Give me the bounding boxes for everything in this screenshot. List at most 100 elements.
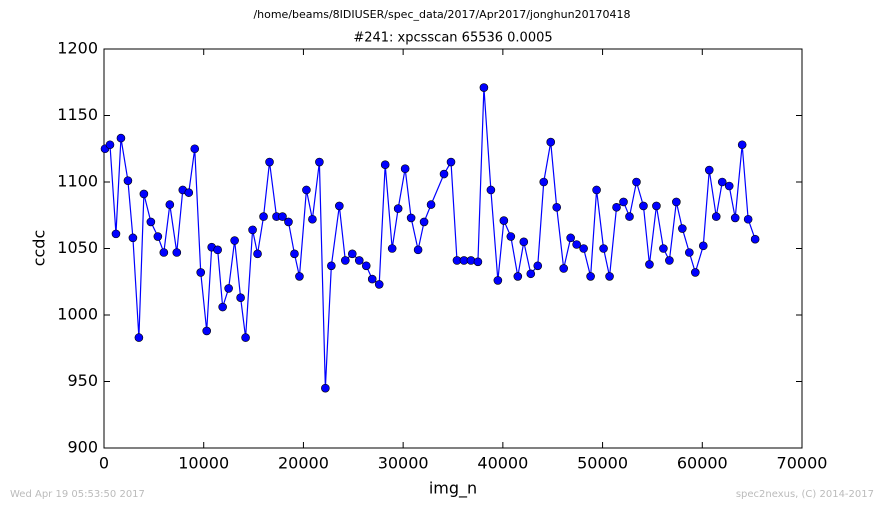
data-point	[230, 236, 239, 245]
data-point	[253, 249, 262, 259]
data-point	[446, 157, 456, 167]
data-point	[659, 244, 668, 253]
data-point	[128, 233, 138, 243]
data-point	[506, 232, 516, 241]
data-point	[552, 202, 562, 212]
data-point	[717, 177, 727, 187]
x-tick-label: 60000	[677, 454, 728, 473]
data-point	[278, 212, 287, 221]
data-point	[625, 212, 634, 221]
x-tick-label: 30000	[378, 454, 429, 473]
data-point	[224, 284, 233, 293]
y-tick-label: 1100	[57, 172, 98, 191]
data-point	[704, 165, 714, 175]
data-point	[579, 244, 588, 253]
data-point	[302, 185, 311, 195]
data-point	[265, 157, 274, 167]
data-point	[493, 276, 503, 285]
data-point	[380, 160, 390, 170]
data-point	[691, 268, 700, 277]
data-point	[639, 201, 648, 211]
data-point	[202, 326, 212, 336]
footer-date: Wed Apr 19 05:53:50 2017	[10, 489, 145, 500]
data-point	[159, 248, 169, 257]
data-point	[393, 204, 403, 213]
data-point	[526, 269, 536, 279]
x-tick-label: 50000	[577, 454, 628, 473]
data-point	[236, 293, 245, 303]
data-point	[347, 249, 357, 259]
data-point	[354, 256, 364, 265]
data-point	[116, 133, 126, 143]
data-point	[400, 164, 410, 173]
y-tick-label: 1050	[57, 238, 98, 257]
data-point	[196, 268, 206, 277]
y-tick-label: 950	[67, 371, 98, 390]
data-point	[213, 245, 222, 255]
suptitle: /home/beams/8IDIUSER/spec_data/2017/Apr2…	[253, 8, 630, 21]
data-point	[499, 216, 509, 225]
x-tick-label: 10000	[178, 454, 229, 473]
data-point	[218, 302, 227, 312]
data-point	[724, 181, 734, 191]
data-point	[546, 137, 556, 147]
data-line	[104, 87, 756, 389]
data-point	[612, 202, 621, 212]
footer-credit: spec2nexus, (C) 2014-2017	[736, 489, 874, 500]
data-point	[519, 237, 529, 247]
y-tick-label: 900	[67, 438, 98, 457]
data-point	[559, 264, 568, 273]
data-point	[605, 272, 614, 281]
data-point	[466, 256, 476, 265]
data-point	[685, 248, 694, 257]
y-axis-label: ccdc	[30, 230, 49, 267]
data-point	[308, 214, 317, 224]
data-point	[419, 217, 429, 227]
data-point	[335, 201, 344, 211]
data-point	[190, 144, 200, 154]
data-point	[165, 200, 175, 209]
x-axis-label: img_n	[429, 479, 477, 499]
data-point	[139, 189, 149, 199]
data-point	[153, 232, 163, 241]
data-point	[572, 240, 581, 249]
data-point	[184, 188, 194, 197]
data-point	[426, 200, 436, 209]
data-point	[539, 177, 549, 187]
x-tick-label: 70000	[777, 454, 828, 473]
x-tick-label: 40000	[477, 454, 528, 473]
plot-frame	[103, 48, 803, 449]
data-point	[743, 214, 753, 224]
data-point	[111, 229, 121, 239]
data-point	[290, 249, 299, 259]
data-point	[665, 256, 674, 265]
data-point	[737, 140, 747, 150]
data-point	[698, 241, 708, 251]
data-point	[374, 280, 384, 289]
data-point	[711, 212, 721, 221]
data-point	[248, 225, 257, 235]
data-point	[134, 333, 144, 342]
data-point	[645, 260, 654, 269]
data-point	[730, 213, 740, 223]
data-point	[123, 176, 133, 185]
data-point	[750, 234, 760, 244]
data-point	[341, 256, 350, 265]
data-point	[599, 244, 608, 253]
data-point	[672, 197, 681, 207]
data-point	[315, 157, 324, 167]
data-point	[619, 197, 628, 207]
data-point	[406, 213, 416, 223]
y-tick-label: 1000	[57, 305, 98, 324]
data-point	[361, 261, 371, 271]
data-point	[146, 217, 156, 227]
data-point	[387, 244, 397, 253]
data-point	[586, 272, 595, 281]
data-point	[473, 257, 483, 267]
y-tick-label: 1150	[57, 105, 98, 124]
data-point	[259, 212, 268, 221]
x-tick-label: 0	[99, 454, 109, 473]
y-tick-label: 1200	[57, 39, 98, 58]
